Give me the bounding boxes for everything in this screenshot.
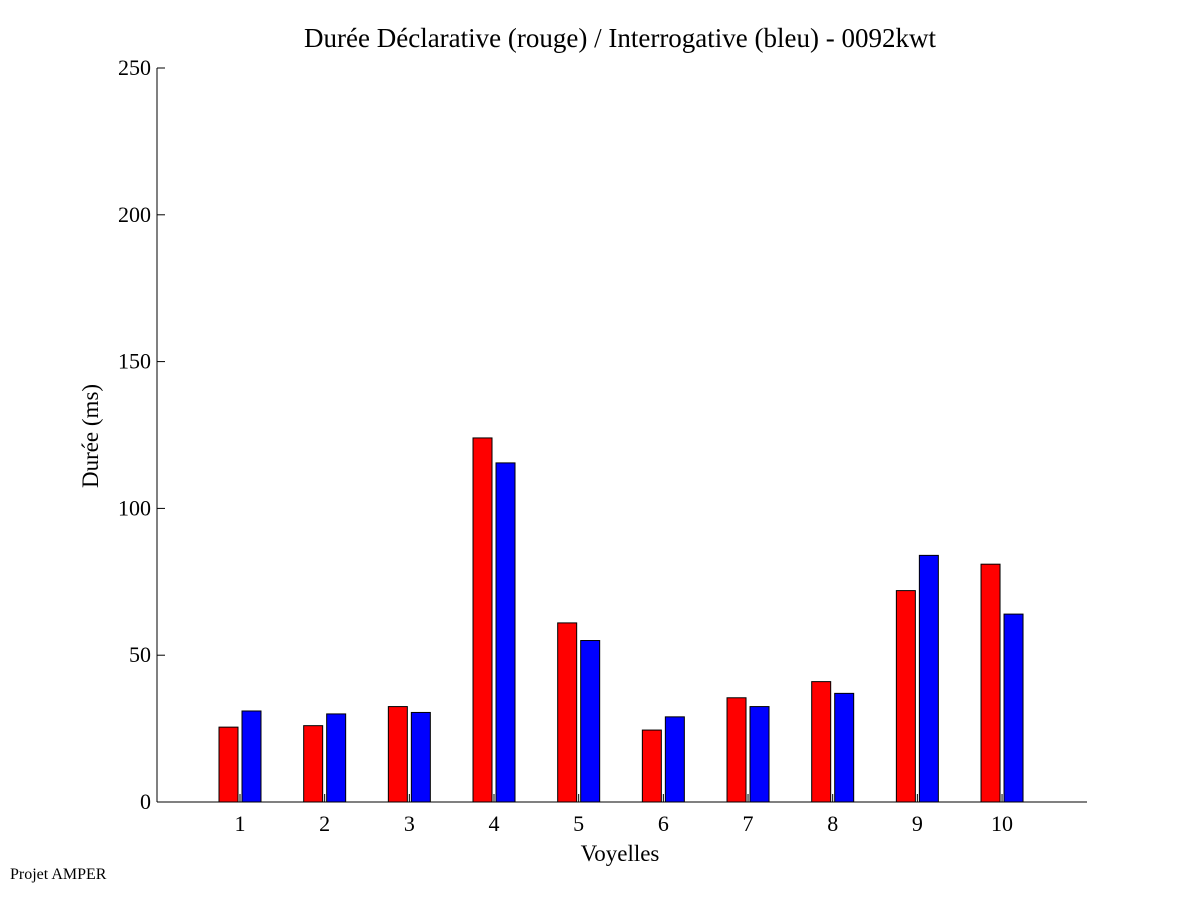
bar-series-2-2	[326, 713, 347, 803]
x-tick-label: 1	[235, 811, 246, 836]
y-tick-label: 100	[118, 495, 151, 520]
x-tick-label: 2	[319, 811, 330, 836]
footer-credit: Projet AMPER	[10, 866, 107, 883]
bar-series-2-5	[580, 640, 601, 803]
x-axis-label: Voyelles	[581, 841, 660, 866]
x-tick-label: 6	[658, 811, 669, 836]
bars	[218, 437, 1024, 803]
bar-series-2-3	[410, 711, 431, 803]
y-tick-label: 50	[129, 642, 151, 667]
bar-series-1-4	[472, 437, 493, 803]
bar-series-1-1	[218, 726, 239, 803]
bar-series-1-8	[811, 681, 832, 803]
x-tick-label: 7	[743, 811, 754, 836]
y-tick-label: 200	[118, 202, 151, 227]
x-tick-label: 5	[573, 811, 584, 836]
bar-series-1-6	[641, 729, 662, 803]
x-tick-label: 4	[489, 811, 500, 836]
bar-series-2-8	[834, 692, 855, 803]
x-tick-label: 9	[912, 811, 923, 836]
bar-series-1-3	[387, 706, 408, 803]
x-axis: 1 2 3 4 5 6 7 8 9 10	[157, 794, 1087, 836]
chart-title: Durée Déclarative (rouge) / Interrogativ…	[304, 23, 936, 53]
x-tick-label: 3	[404, 811, 415, 836]
bar-series-1-9	[895, 590, 916, 803]
bar-series-2-1	[241, 710, 262, 803]
bar-series-1-7	[726, 697, 747, 803]
x-tick-label: 10	[991, 811, 1013, 836]
y-tick-label: 150	[118, 349, 151, 374]
y-axis: 0 50 100 150 200 250	[118, 55, 165, 814]
bar-series-2-10	[1003, 613, 1024, 803]
bar-series-2-4	[495, 462, 516, 803]
y-tick-label: 0	[140, 789, 151, 814]
x-tick-label: 8	[827, 811, 838, 836]
bar-series-1-2	[303, 725, 324, 803]
y-tick-label: 250	[118, 55, 151, 80]
y-axis-label: Durée (ms)	[78, 384, 103, 488]
bar-series-2-7	[749, 706, 770, 803]
bar-series-2-6	[664, 716, 685, 803]
bar-series-2-9	[918, 554, 939, 803]
bar-series-1-5	[557, 622, 578, 803]
bar-series-1-10	[980, 563, 1001, 803]
